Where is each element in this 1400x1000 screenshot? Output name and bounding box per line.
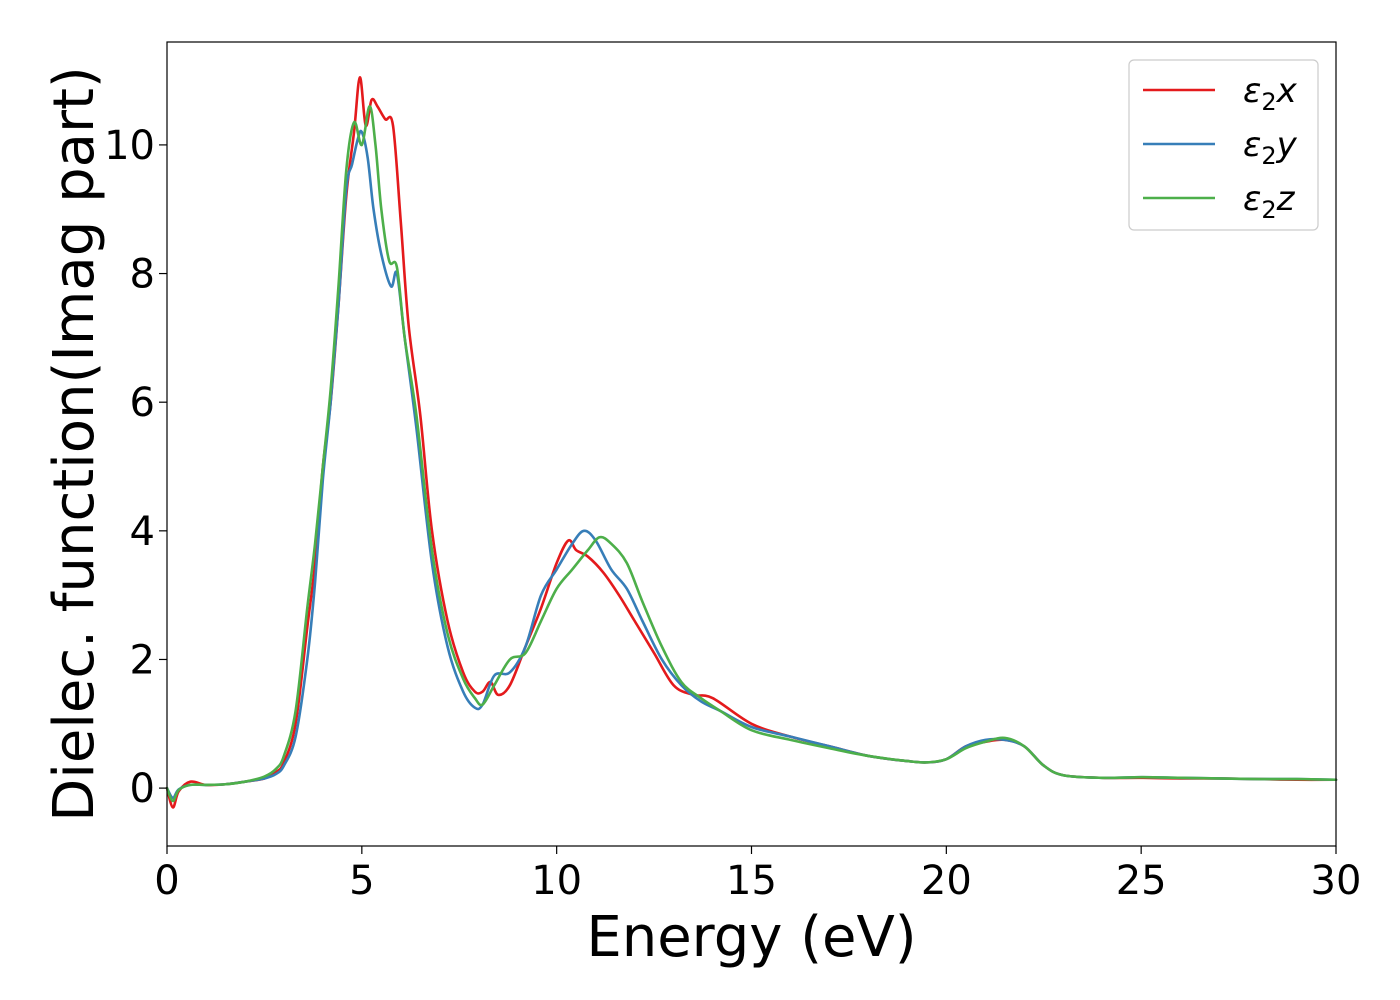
x-tick-label: 5 (349, 858, 374, 904)
series-line-y (165, 129, 1338, 800)
x-tick-label: 0 (154, 858, 179, 904)
x-tick-label: 15 (726, 858, 777, 904)
legend-label-y: ε2y (1243, 125, 1298, 170)
axes-layer: 0 5 10 15 20 25 30 0 2 4 6 8 10 (104, 123, 1361, 904)
y-tick-label: 4 (130, 509, 155, 555)
y-tick-label: 8 (130, 252, 155, 298)
plot-frame (166, 41, 1337, 847)
x-tick-label: 10 (531, 858, 582, 904)
x-tick-label: 25 (1116, 858, 1167, 904)
y-tick-label: 2 (130, 637, 155, 683)
legend-label-x: ε2x (1243, 71, 1298, 116)
y-tick-label: 0 (130, 766, 155, 812)
y-tick-label: 10 (104, 123, 155, 169)
x-tick-label: 30 (1311, 858, 1362, 904)
legend: ε2x ε2y ε2z (1128, 59, 1319, 231)
series-line-z (165, 105, 1338, 803)
y-axis-label: Dielec. function(Imag part) (42, 66, 107, 822)
y-tick-label: 6 (130, 380, 155, 426)
x-axis-label: Energy (eV) (586, 905, 916, 970)
x-tick-label: 20 (921, 858, 972, 904)
series-layer (165, 76, 1338, 809)
legend-box (1128, 59, 1319, 231)
legend-label-z: ε2z (1243, 179, 1296, 224)
